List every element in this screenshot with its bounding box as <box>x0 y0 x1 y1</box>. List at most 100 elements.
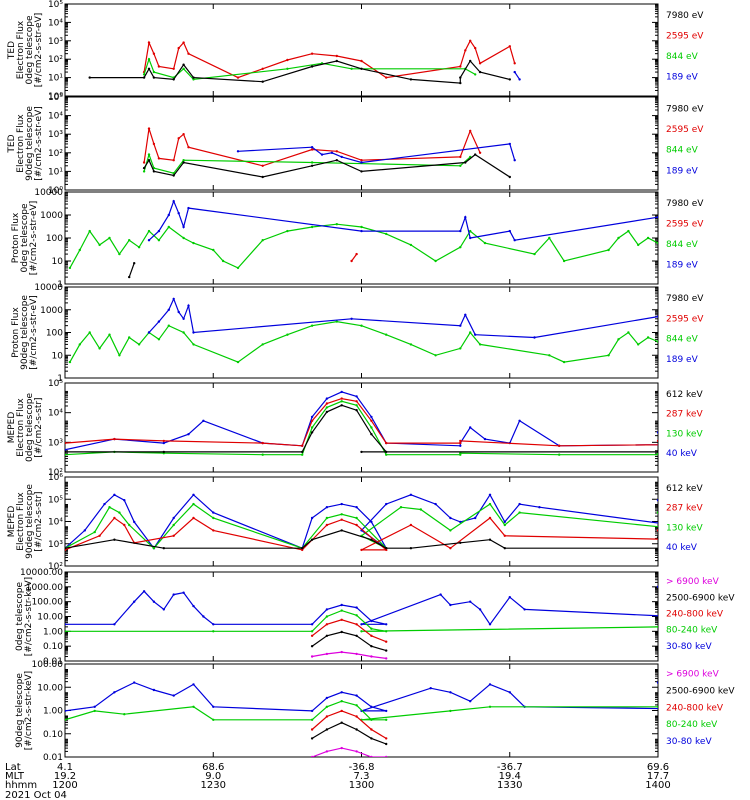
data-point <box>152 76 156 79</box>
data-point <box>340 155 343 159</box>
y-tick-label: 1.00 <box>43 707 63 717</box>
y-axis-label: 0deg telescope <box>25 15 35 85</box>
data-point <box>142 76 146 79</box>
data-point <box>385 709 388 713</box>
data-point <box>355 634 358 637</box>
y-axis-label: MEPED <box>7 412 17 444</box>
data-point <box>65 718 67 721</box>
data-point <box>513 62 516 65</box>
legend-entry: 7980 eV <box>666 11 704 21</box>
y-axis-label: [#/cm2-s-str-eV] <box>34 106 44 181</box>
data-point <box>459 347 462 350</box>
data-point <box>182 591 185 594</box>
data-point <box>449 691 452 694</box>
data-point <box>370 755 373 757</box>
data-point <box>310 419 314 422</box>
data-point <box>118 354 121 357</box>
data-point <box>192 516 195 520</box>
data-point <box>459 229 462 233</box>
data-point <box>459 155 462 159</box>
data-point <box>177 310 180 314</box>
y-tick-label: 10⁵ <box>48 495 63 505</box>
data-point <box>503 523 506 527</box>
data-point <box>261 164 264 167</box>
y-tick-label: 10² <box>48 562 63 572</box>
y-axis-label: [#/cm2-s-str] <box>34 397 44 457</box>
y-axis-label: Electron Flux <box>16 20 26 79</box>
series-line <box>311 631 387 652</box>
data-point <box>98 347 101 350</box>
data-point <box>128 336 131 339</box>
data-point <box>182 159 185 162</box>
data-point <box>488 493 492 496</box>
legend-entry: 2500-6900 keV <box>666 593 735 603</box>
data-point <box>385 232 388 236</box>
legend-entry: 7980 eV <box>666 104 704 114</box>
y-axis-label: Proton Flux <box>11 307 21 358</box>
data-point <box>325 397 329 400</box>
data-point <box>469 59 472 63</box>
y-tick-label: 10⁴ <box>48 409 63 419</box>
data-point <box>128 239 131 242</box>
data-point <box>98 243 101 247</box>
data-point <box>65 547 67 550</box>
data-point <box>385 453 388 456</box>
data-point <box>370 520 373 524</box>
series-line <box>65 391 658 451</box>
x-tick-label-mlt: 7.3 <box>354 771 370 782</box>
data-point <box>385 649 388 652</box>
data-point <box>128 523 131 527</box>
data-point <box>518 419 521 422</box>
x-tick-label-lat: 68.6 <box>202 762 224 773</box>
legend-entry: > 6900 keV <box>666 577 720 587</box>
legend-entry: 80-240 keV <box>666 626 718 636</box>
data-point <box>182 133 185 136</box>
data-point <box>157 239 161 242</box>
data-point <box>172 78 175 81</box>
data-point <box>310 709 314 713</box>
data-point <box>617 338 620 341</box>
series-line <box>514 71 521 80</box>
legend-entry: 80-240 keV <box>666 720 718 730</box>
data-point <box>236 266 240 270</box>
data-point <box>656 216 658 219</box>
data-point <box>310 630 314 633</box>
y-tick-label: 1000 <box>40 211 63 221</box>
data-point <box>212 630 215 633</box>
data-point <box>656 499 658 502</box>
data-point <box>65 453 67 456</box>
data-point <box>409 493 413 496</box>
legend-entry: 2595 eV <box>666 220 704 230</box>
data-point <box>518 78 521 81</box>
data-point <box>65 709 67 713</box>
data-point <box>637 343 640 346</box>
y-axis-label: Proton Flux <box>11 212 21 263</box>
data-point <box>370 419 373 422</box>
data-point <box>459 452 462 455</box>
data-point <box>513 239 516 242</box>
data-point <box>370 737 373 740</box>
data-point <box>192 604 195 608</box>
data-point <box>562 259 566 263</box>
data-point <box>429 687 432 690</box>
data-point <box>355 400 358 403</box>
data-point <box>310 415 314 419</box>
y-tick-label: 10⁵ <box>48 93 63 103</box>
data-point <box>335 59 338 63</box>
data-point <box>172 534 175 537</box>
x-tick-label-hhmm: 1400 <box>645 780 670 791</box>
data-point <box>301 444 304 447</box>
data-point <box>385 502 388 506</box>
data-point <box>192 78 195 81</box>
data-point <box>340 502 343 506</box>
data-point <box>335 223 338 226</box>
data-point <box>192 343 195 346</box>
data-point <box>182 317 185 320</box>
data-point <box>157 229 161 233</box>
y-tick-label: 1000 <box>40 306 63 316</box>
data-point <box>65 448 67 451</box>
data-point <box>192 705 195 708</box>
data-point <box>558 453 561 456</box>
y-axis-label: Electron Flux <box>16 114 26 173</box>
panel-2: 10⁰ 10¹ 10² 10³ 10⁴ 10⁵ TED Electron Flux 90deg … <box>7 93 704 196</box>
